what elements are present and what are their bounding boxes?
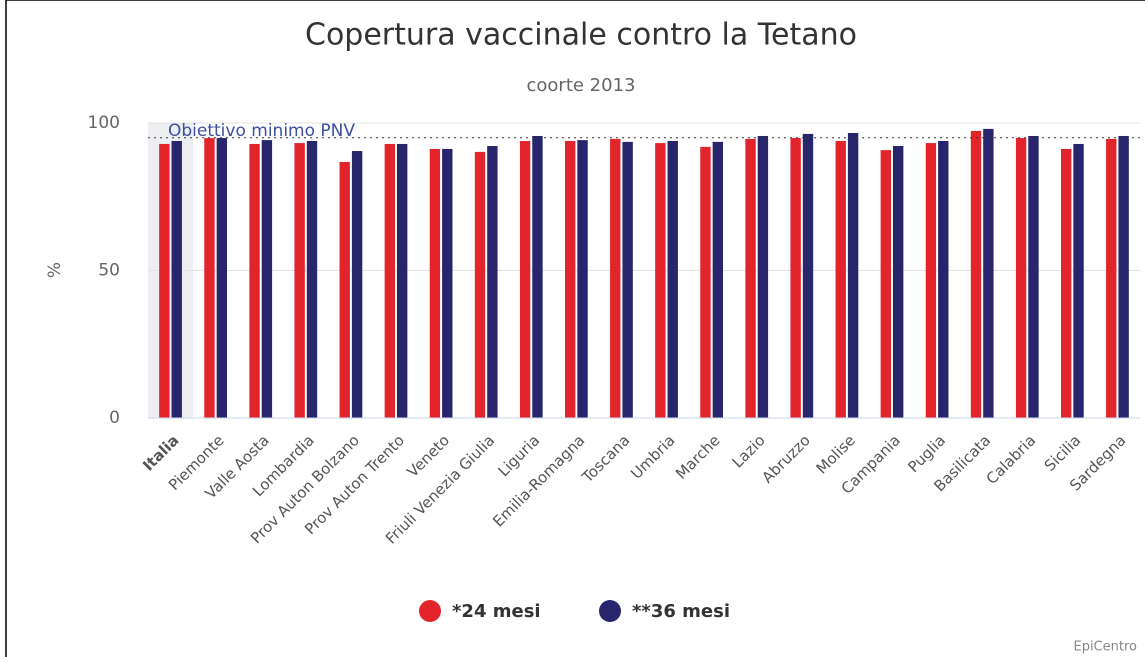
bar <box>429 148 441 418</box>
y-axis-label: % <box>45 262 65 278</box>
bar <box>835 140 846 418</box>
bar <box>893 146 904 418</box>
bar <box>745 138 756 418</box>
bar <box>925 143 937 418</box>
bar <box>384 143 395 418</box>
bar <box>577 140 588 419</box>
bar <box>532 135 543 419</box>
bar <box>159 143 170 418</box>
bar <box>351 151 363 418</box>
bar <box>970 130 982 418</box>
bar <box>1060 148 1072 418</box>
bar <box>216 138 228 419</box>
chart-title: Copertura vaccinale contro la Tetano <box>305 18 857 53</box>
bar <box>712 141 724 418</box>
bar <box>983 128 994 418</box>
bar <box>757 135 769 419</box>
bar <box>802 133 814 419</box>
bar <box>306 140 318 418</box>
bar <box>1073 143 1084 418</box>
bar <box>655 143 666 418</box>
bar <box>1106 138 1117 418</box>
bar <box>397 143 408 418</box>
chart-subtitle: coorte 2013 <box>527 75 636 96</box>
y-tick-label: 100 <box>88 113 120 133</box>
legend-marker <box>599 600 621 622</box>
bar <box>667 140 678 418</box>
frame <box>5 0 1145 657</box>
bar <box>294 143 305 418</box>
bar <box>204 138 215 419</box>
bar <box>880 150 891 418</box>
legend-marker <box>419 600 441 622</box>
bar <box>938 140 949 418</box>
bar <box>261 140 273 419</box>
bar <box>700 146 711 418</box>
bar <box>487 146 498 418</box>
target-label: Obiettivo minimo PNV <box>168 121 355 141</box>
bar <box>171 140 182 418</box>
bar <box>564 140 576 418</box>
legend-label: *24 mesi <box>452 601 541 622</box>
bar <box>847 133 859 418</box>
legend-label: **36 mesi <box>632 601 730 622</box>
y-tick-label: 0 <box>109 408 120 428</box>
bar <box>519 140 531 418</box>
credit: EpiCentro <box>1073 640 1137 655</box>
bar <box>474 151 486 418</box>
bar <box>1015 138 1027 419</box>
bar <box>249 143 260 418</box>
bar <box>1028 135 1039 419</box>
bar <box>790 138 801 419</box>
y-tick-label: 50 <box>98 261 120 281</box>
bar <box>1118 135 1129 419</box>
bar <box>610 138 621 418</box>
bar <box>622 141 633 418</box>
bar <box>339 161 350 418</box>
bar <box>442 148 453 418</box>
